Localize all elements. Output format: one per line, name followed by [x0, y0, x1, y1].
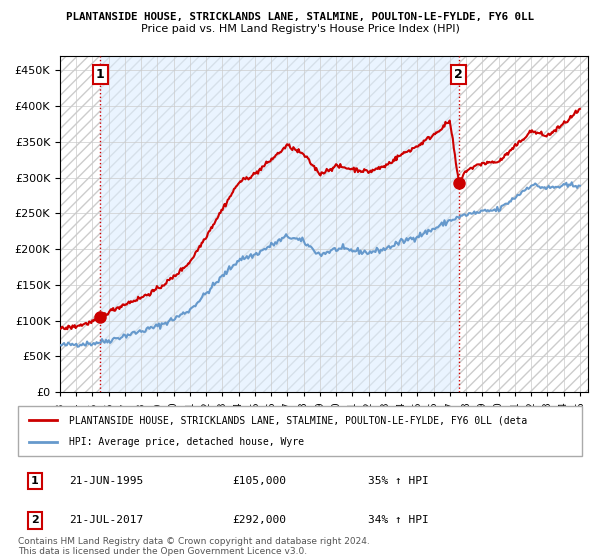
Text: £105,000: £105,000 [232, 476, 286, 486]
Text: £292,000: £292,000 [232, 515, 286, 525]
Text: PLANTANSIDE HOUSE, STRICKLANDS LANE, STALMINE, POULTON-LE-FYLDE, FY6 0LL (deta: PLANTANSIDE HOUSE, STRICKLANDS LANE, STA… [69, 415, 527, 425]
Text: Price paid vs. HM Land Registry's House Price Index (HPI): Price paid vs. HM Land Registry's House … [140, 24, 460, 34]
Text: 2: 2 [31, 515, 39, 525]
Text: 35% ↑ HPI: 35% ↑ HPI [368, 476, 428, 486]
Text: 21-JUN-1995: 21-JUN-1995 [69, 476, 143, 486]
Text: 34% ↑ HPI: 34% ↑ HPI [368, 515, 428, 525]
Text: HPI: Average price, detached house, Wyre: HPI: Average price, detached house, Wyre [69, 437, 304, 447]
Text: 2: 2 [454, 68, 463, 81]
Text: 21-JUL-2017: 21-JUL-2017 [69, 515, 143, 525]
Text: 1: 1 [96, 68, 104, 81]
Text: 1: 1 [31, 476, 39, 486]
FancyBboxPatch shape [18, 406, 582, 456]
Text: This data is licensed under the Open Government Licence v3.0.: This data is licensed under the Open Gov… [18, 548, 307, 557]
Bar [100, 56, 459, 392]
Text: PLANTANSIDE HOUSE, STRICKLANDS LANE, STALMINE, POULTON-LE-FYLDE, FY6 0LL: PLANTANSIDE HOUSE, STRICKLANDS LANE, STA… [66, 12, 534, 22]
Text: Contains HM Land Registry data © Crown copyright and database right 2024.: Contains HM Land Registry data © Crown c… [18, 538, 370, 547]
